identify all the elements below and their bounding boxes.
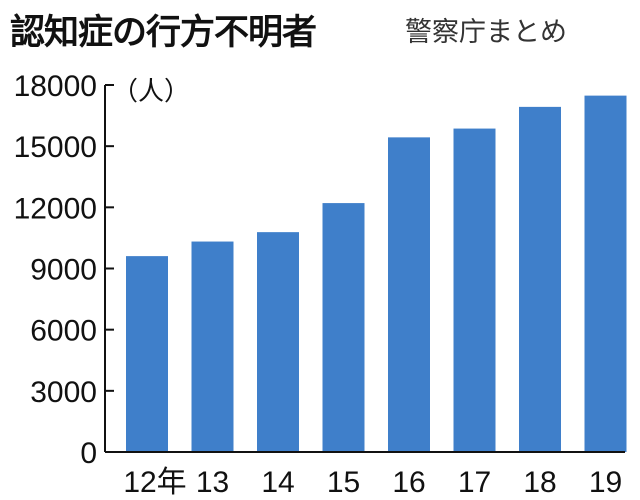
y-tick-label-12000: 12000	[14, 192, 97, 225]
x-tick-label-7: 19	[589, 466, 622, 499]
y-axis-ticks: 0 3000 6000 9000 12000 15000 18000	[14, 70, 114, 470]
y-tick-label-3000: 3000	[30, 376, 97, 409]
y-tick-label-9000: 9000	[30, 254, 97, 287]
x-tick-label-4: 16	[392, 466, 425, 499]
y-tick-label-15000: 15000	[14, 131, 97, 164]
source-note: 警察庁まとめ	[405, 17, 567, 48]
x-tick-label-2: 14	[261, 466, 294, 499]
x-axis-ticks: 12年 13 14 15 16 17 18 19	[123, 466, 622, 499]
bar-6	[519, 106, 561, 452]
chart-title: 認知症の行方不明者	[10, 13, 317, 53]
x-tick-label-5: 17	[458, 466, 491, 499]
bar-5	[453, 128, 496, 453]
bar-1	[191, 241, 234, 452]
x-tick-label-1: 13	[196, 466, 229, 499]
y-tick-label-18000: 18000	[14, 70, 97, 103]
bar-7	[584, 95, 627, 452]
y-tick-label-0: 0	[80, 437, 97, 470]
bars-group	[126, 95, 627, 453]
y-tick-label-6000: 6000	[30, 315, 97, 348]
x-tick-label-6: 18	[523, 466, 556, 499]
y-axis-unit-label: （人）	[112, 77, 190, 107]
bar-3	[322, 203, 365, 452]
x-tick-label-3: 15	[327, 466, 360, 499]
bar-4	[388, 137, 430, 452]
bar-2	[257, 232, 299, 452]
bar-0	[126, 256, 168, 452]
x-tick-label-0: 12年	[123, 466, 186, 499]
